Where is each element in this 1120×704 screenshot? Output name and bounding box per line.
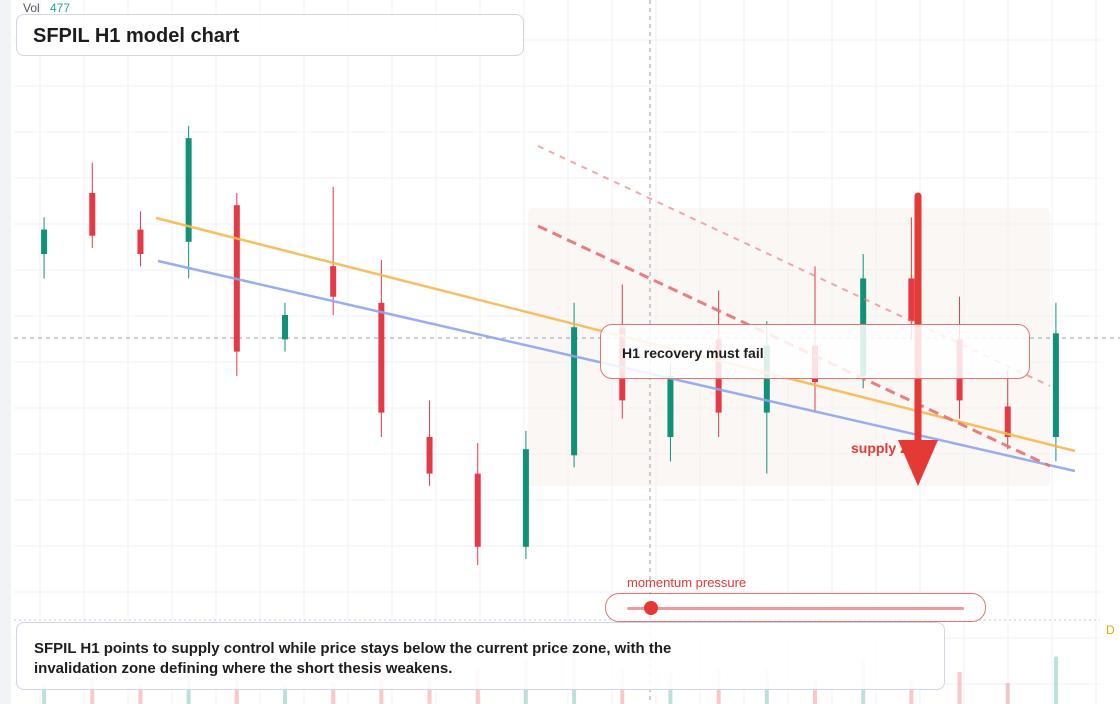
candle-body (378, 302, 385, 413)
candle-body (137, 229, 144, 254)
supply-zone-label: supply zone (851, 440, 932, 456)
volume-bar (42, 685, 47, 704)
resistance-line-lower (537, 224, 1051, 468)
volume-bar (138, 685, 143, 704)
summary-text: SFPIL H1 points to supply control while … (34, 640, 672, 677)
volume-bar (1005, 683, 1010, 704)
volume-value: 477 (50, 1, 71, 15)
candle-body (185, 138, 192, 242)
volume-bar (283, 685, 287, 704)
volume-bar (90, 678, 95, 704)
candle-body (330, 266, 337, 297)
callout-box: H1 recovery must fail (600, 324, 1030, 379)
momentum-track (627, 607, 964, 610)
volume-bar (909, 678, 914, 704)
candle-body (908, 278, 915, 322)
volume-bar (331, 683, 336, 704)
candle-body (522, 449, 529, 547)
down-arrow-head (898, 440, 938, 486)
momentum-label: momentum pressure (627, 575, 747, 590)
momentum-meter[interactable] (605, 593, 986, 622)
candle-body (41, 229, 48, 254)
candle-body (1052, 333, 1059, 437)
summary-panel: SFPIL H1 points to supply control while … (16, 622, 945, 690)
chart-title: SFPIL H1 model chart (33, 25, 240, 47)
volume-bar (427, 680, 432, 704)
candle-body (282, 315, 288, 340)
candle-body (571, 327, 578, 456)
candle-body (667, 376, 674, 437)
title-panel: SFPIL H1 model chart (16, 14, 524, 56)
volume-bar (813, 680, 817, 704)
volume-bar (957, 672, 962, 704)
candle-body (763, 345, 770, 413)
volume-label: Vol (23, 1, 40, 15)
candle-body (474, 473, 481, 547)
volume-bar (1053, 656, 1058, 704)
price-edge-label: D (1106, 623, 1115, 637)
candle-body (426, 437, 433, 474)
candle-body (1004, 406, 1011, 437)
momentum-thumb[interactable] (643, 601, 658, 615)
callout-text: H1 recovery must fail (622, 345, 764, 361)
candle-body (89, 193, 96, 236)
left-edge-strip (0, 0, 11, 704)
